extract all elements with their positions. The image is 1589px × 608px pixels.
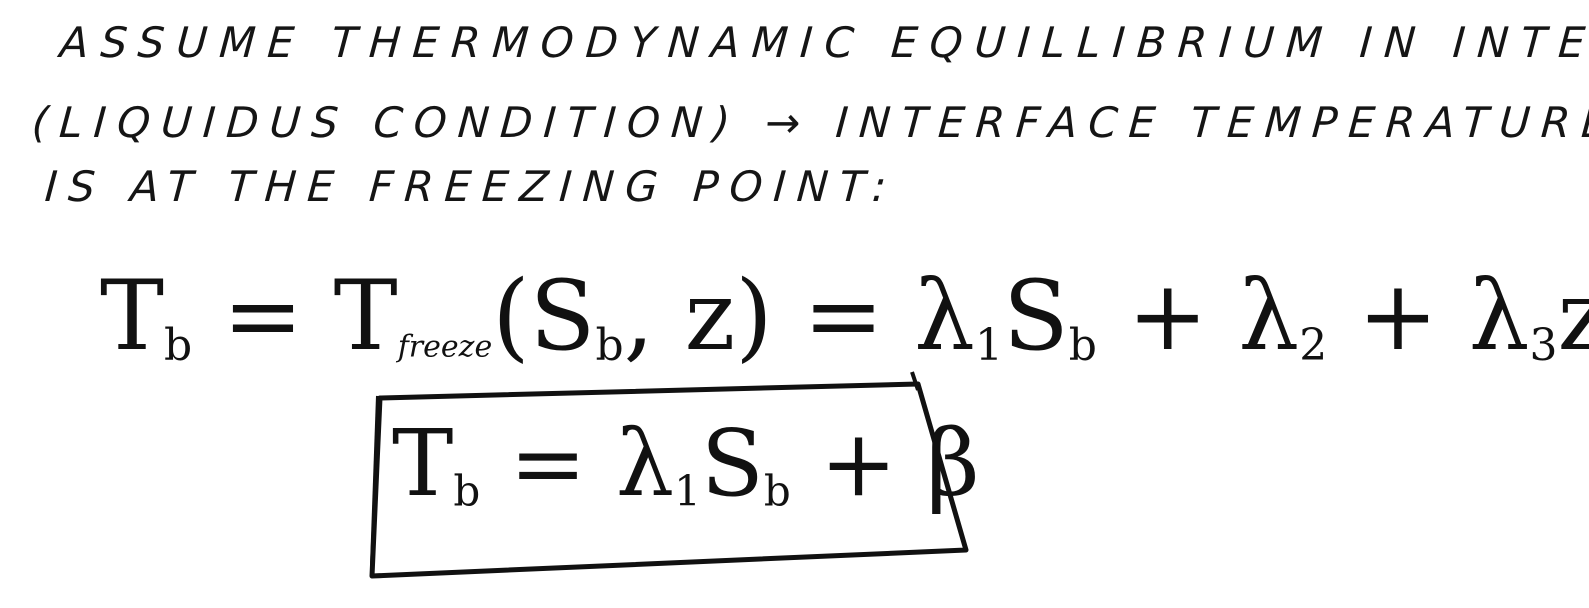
boxed-beta: β xyxy=(926,410,980,517)
eq-equals-2: = xyxy=(772,260,915,372)
boxed-lambda-subscript: 1 xyxy=(674,466,701,516)
eq-equals-1: = xyxy=(192,260,334,372)
eq-salinity: S xyxy=(1002,260,1069,372)
boxed-lhs: T xyxy=(392,410,454,517)
eq-lhs: T xyxy=(100,260,165,372)
note-line-2: (LIQUIDUS CONDITION) → INTERFACE TEMPERA… xyxy=(30,98,1589,147)
note-line-1: ASSUME THERMODYNAMIC EQUILLIBRIUM IN INT… xyxy=(58,18,1589,67)
eq-args: (S xyxy=(492,260,596,372)
eq-args-subscript: b xyxy=(595,320,624,371)
freezing-point-equation: Tb = Tfreeze(Sb, z) = λ1Sb + λ2 + λ3z xyxy=(100,268,1589,368)
boxed-equals: = xyxy=(480,410,616,517)
eq-plus-2: + xyxy=(1327,260,1469,372)
eq-lambda-3-subscript: 3 xyxy=(1529,320,1558,371)
eq-args-tail: , z) xyxy=(623,260,773,372)
eq-lambda-3: λ xyxy=(1468,260,1530,372)
eq-lambda-2: λ xyxy=(1238,260,1300,372)
boxed-lhs-subscript: b xyxy=(453,466,481,516)
boxed-result-equation: Tb = λ1Sb + β xyxy=(392,418,980,513)
eq-function-subscript: freeze xyxy=(397,329,493,365)
boxed-plus: + xyxy=(790,410,927,517)
eq-lambda-2-subscript: 2 xyxy=(1299,320,1328,371)
eq-depth: z xyxy=(1557,260,1589,372)
boxed-lambda: λ xyxy=(615,410,675,517)
eq-lhs-subscript: b xyxy=(164,320,193,371)
eq-lambda-1-subscript: 1 xyxy=(974,320,1003,371)
boxed-salinity-subscript: b xyxy=(763,466,791,516)
note-line-3: IS AT THE FREEZING POINT: xyxy=(43,162,899,211)
eq-salinity-subscript: b xyxy=(1068,320,1097,371)
eq-plus-1: + xyxy=(1096,260,1239,372)
eq-function: T xyxy=(333,260,398,372)
eq-lambda-1: λ xyxy=(914,260,975,372)
boxed-salinity: S xyxy=(700,410,764,517)
